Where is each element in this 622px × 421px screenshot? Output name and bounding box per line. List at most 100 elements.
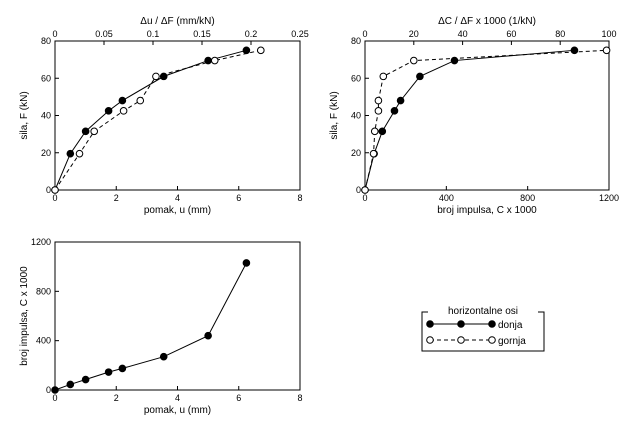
data-point-donja — [450, 56, 459, 65]
legend-title: horizontalne osi — [448, 306, 518, 317]
legend-marker-gornja — [488, 336, 496, 344]
data-point-donja — [416, 72, 424, 81]
series-line-gornja — [54, 49, 261, 191]
y-tick-label: 40 — [351, 111, 361, 121]
x2-tick-label: 0 — [52, 29, 57, 39]
x2-tick-label: 80 — [555, 29, 565, 39]
x-tick-label: 6 — [236, 393, 241, 403]
legend-title-bg — [428, 305, 538, 318]
data-point-gornja — [210, 56, 219, 65]
x2-tick-label: 100 — [601, 29, 616, 39]
data-point-donja — [118, 96, 127, 105]
legend: horizontalne osi donja gornja — [421, 305, 545, 352]
series-line-donja — [54, 49, 247, 191]
data-point-donja — [66, 380, 75, 389]
data-point-donja — [66, 149, 75, 158]
x2-axis-label: ΔC / ΔF x 1000 (1/kN) — [438, 16, 536, 27]
x2-tick-label: 60 — [506, 29, 516, 39]
x-tick-label: 4 — [175, 193, 180, 203]
plot-frame — [54, 241, 301, 391]
x-tick-label: 4 — [175, 393, 180, 403]
y-tick-label: 0 — [356, 185, 361, 195]
y-tick-label: 0 — [46, 385, 51, 395]
data-point-gornja — [51, 186, 59, 194]
y-tick-label: 60 — [41, 73, 51, 83]
data-point-donja — [396, 96, 405, 105]
x2-tick-label: 40 — [458, 29, 468, 39]
y-tick-label: 80 — [351, 36, 361, 46]
x2-tick-label: 20 — [409, 29, 419, 39]
data-point-donja — [51, 386, 59, 394]
x2-tick-label: 0.05 — [95, 29, 113, 39]
y-tick-label: 1200 — [31, 237, 51, 247]
data-point-gornja — [119, 107, 128, 115]
legend-label-gornja: gornja — [498, 336, 526, 347]
series-line-gornja — [364, 49, 607, 191]
data-point-gornja — [136, 96, 145, 105]
data-point-gornja — [369, 149, 378, 158]
legend-marker-gornja — [457, 336, 465, 344]
legend-marker-donja — [488, 320, 496, 328]
y-tick-label: 80 — [41, 36, 51, 46]
data-point-donja — [81, 127, 90, 136]
y-tick-label: 0 — [46, 185, 51, 195]
x-tick-label: 6 — [236, 193, 241, 203]
data-point-gornja — [370, 127, 379, 136]
legend-marker-gornja — [426, 336, 434, 344]
series-line-donja — [54, 262, 247, 391]
x-tick-label: 400 — [439, 193, 454, 203]
y-tick-label: 400 — [36, 336, 51, 346]
y-tick-label: 40 — [41, 111, 51, 121]
data-point-gornja — [374, 107, 383, 115]
x-axis-label: pomak, u (mm) — [144, 205, 211, 216]
y-tick-label: 20 — [351, 148, 361, 158]
x2-tick-label: 0.25 — [291, 29, 309, 39]
x-tick-label: 2 — [114, 193, 119, 203]
x-tick-label: 2 — [114, 393, 119, 403]
x-tick-label: 0 — [52, 193, 57, 203]
data-point-donja — [81, 375, 90, 384]
x-tick-label: 0 — [52, 393, 57, 403]
data-point-gornja — [379, 72, 388, 81]
data-point-donja — [390, 107, 399, 115]
data-point-donja — [104, 368, 113, 376]
plot-frame — [54, 40, 301, 191]
x-axis-label: pomak, u (mm) — [144, 405, 211, 416]
data-point-gornja — [90, 127, 98, 136]
data-point-donja — [378, 127, 387, 136]
x2-tick-label: 0.1 — [147, 29, 160, 39]
x2-tick-label: 0.2 — [245, 29, 258, 39]
data-point-gornja — [257, 46, 265, 55]
plot-frame — [364, 40, 610, 191]
data-point-donja — [118, 364, 127, 373]
x-tick-label: 8 — [297, 193, 302, 203]
y-tick-label: 60 — [351, 73, 361, 83]
y-axis-label: sila, F (kN) — [19, 91, 30, 139]
y-tick-label: 800 — [36, 286, 51, 296]
data-point-donja — [242, 259, 251, 267]
x2-tick-label: 0 — [362, 29, 367, 39]
data-point-donja — [242, 46, 251, 55]
data-point-gornja — [75, 149, 84, 158]
chart-3: 0 2 4 6 8 0 400 800 1200 pomak, u (mm) broj impuls… — [19, 237, 303, 416]
y-tick-label: 20 — [41, 148, 51, 158]
x-tick-label: 0 — [362, 193, 367, 203]
legend-label-donja: donja — [498, 320, 523, 331]
data-point-gornja — [410, 56, 418, 65]
legend-marker-donja — [457, 320, 465, 328]
x2-tick-label: 0.15 — [193, 29, 211, 39]
x-tick-label: 8 — [297, 393, 302, 403]
legend-marker-donja — [426, 320, 434, 328]
data-point-donja — [104, 107, 113, 115]
data-point-donja — [159, 352, 168, 361]
x2-axis-label: Δu / ΔF (mm/kN) — [140, 16, 214, 27]
data-point-gornja — [361, 186, 369, 194]
series-line-donja — [364, 49, 575, 191]
data-point-gornja — [374, 96, 383, 105]
y-axis-label: broj impulsa, C x 1000 — [19, 266, 30, 366]
x-tick-label: 800 — [520, 193, 535, 203]
